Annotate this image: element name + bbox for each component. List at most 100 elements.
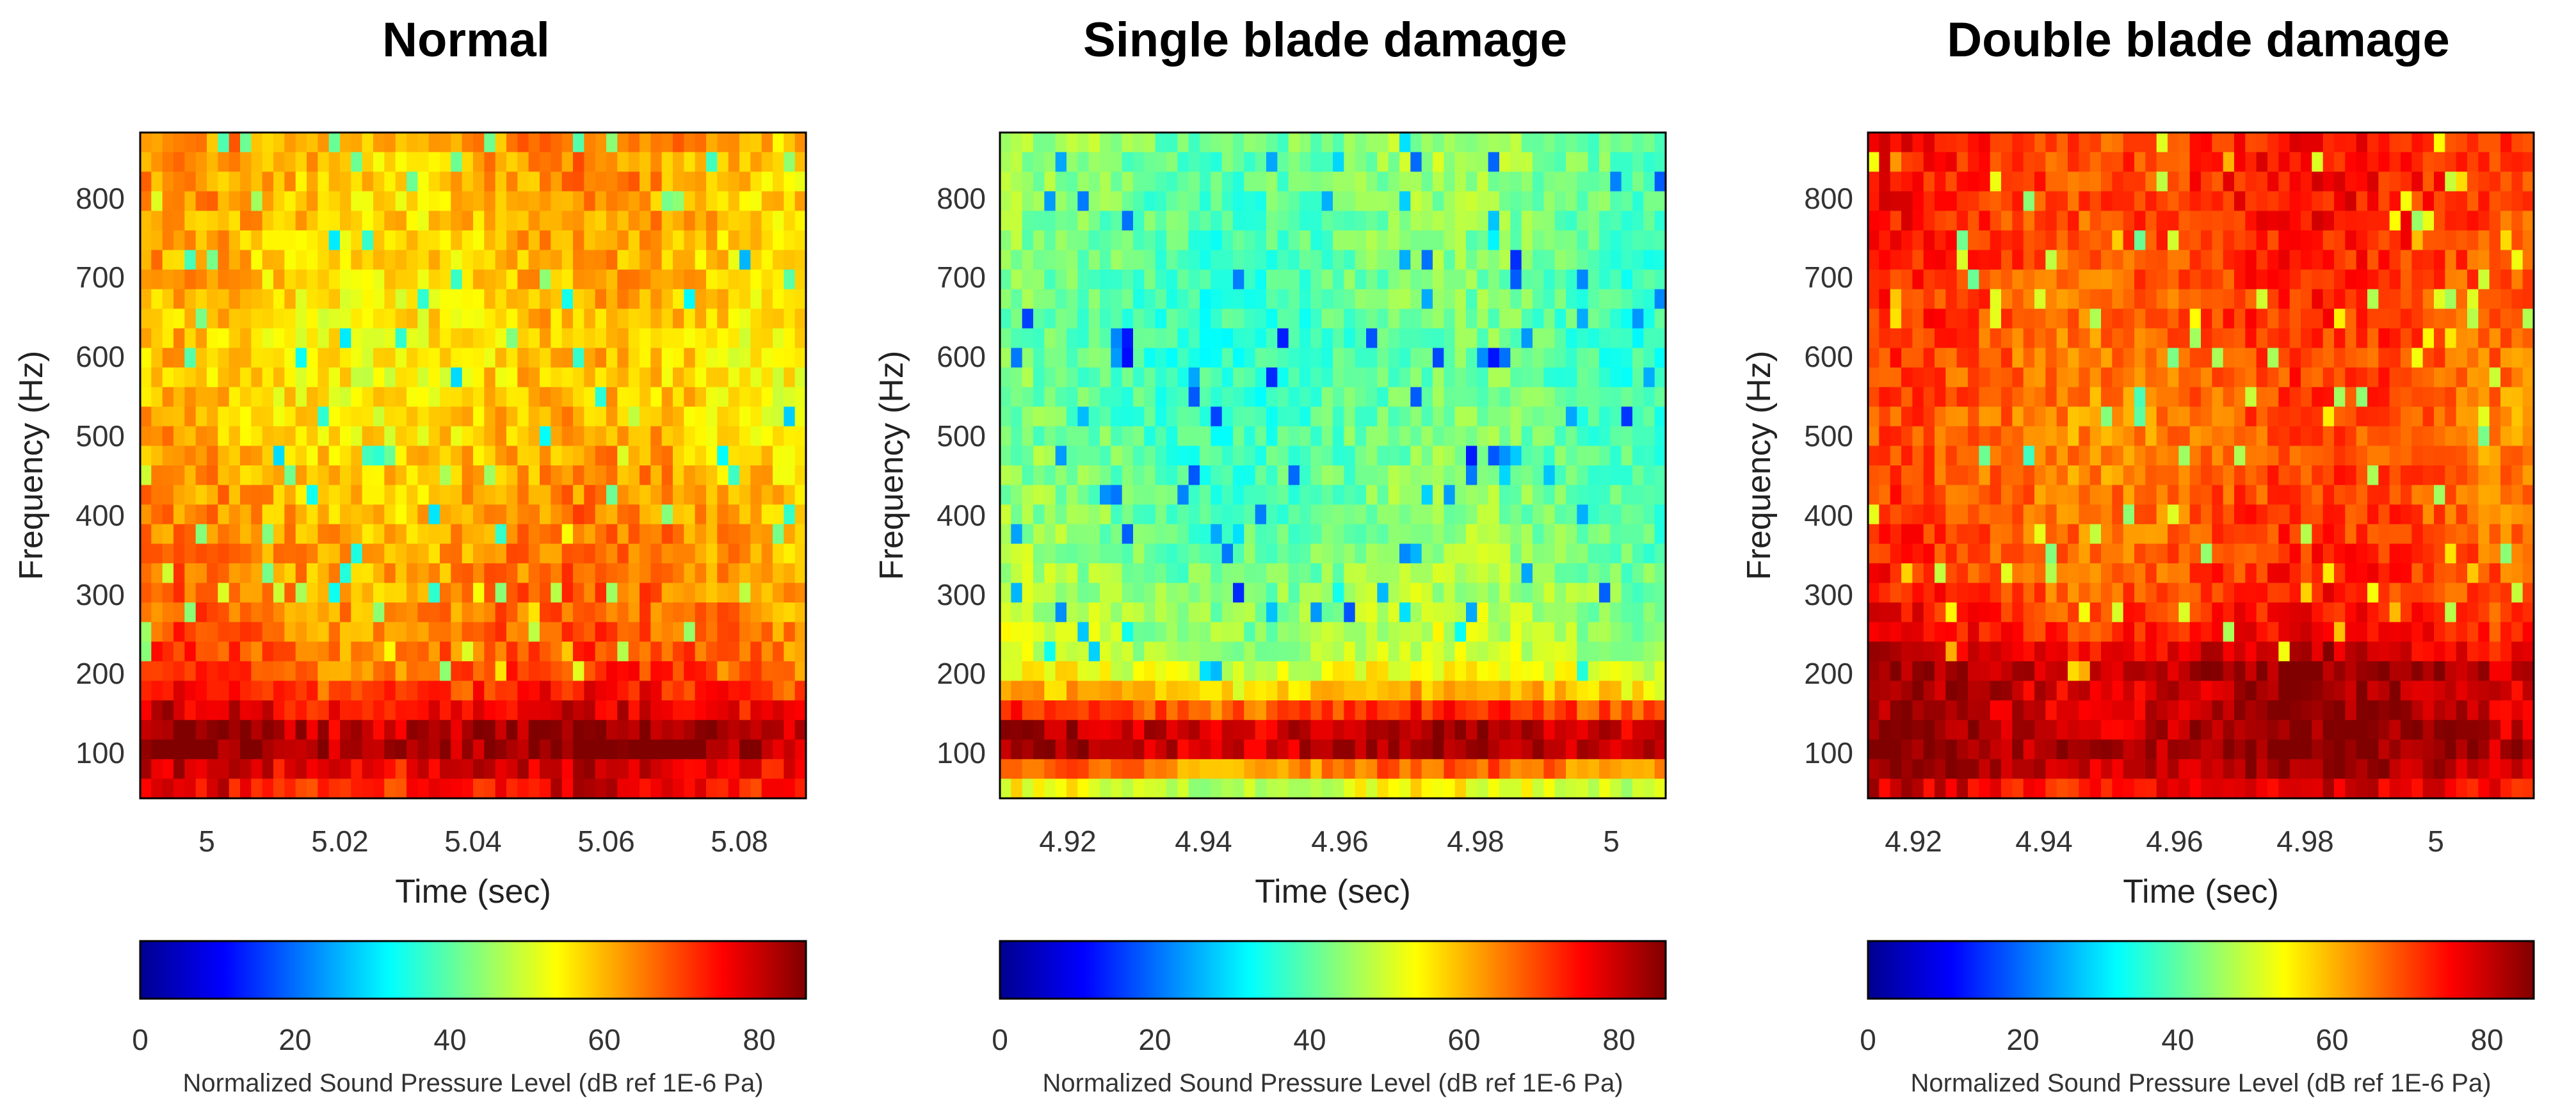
heatmap-cell [1566,602,1577,623]
heatmap-cell [1477,544,1489,564]
heatmap-cell [595,387,607,407]
heatmap-cell [1599,367,1611,388]
heatmap-cell [1177,387,1189,407]
heatmap-cell [184,152,197,172]
heatmap-cell [2112,504,2124,525]
heatmap-cell [295,583,307,603]
heatmap-cell [573,544,584,564]
heatmap-cell [1554,230,1566,251]
heatmap-cell [1300,270,1311,290]
heatmap-cell [1510,661,1522,682]
heatmap-cell [673,230,684,251]
heatmap-cell [628,152,640,172]
heatmap-cell [2056,211,2068,231]
heatmap-cell [328,583,341,603]
heatmap-cell [462,250,474,270]
heatmap-cell [1923,426,1935,447]
heatmap-cell [251,328,263,349]
heatmap-cell [784,720,796,740]
heatmap-cell [1055,211,1067,231]
heatmap-cell [1599,191,1611,211]
heatmap-cell [1566,387,1577,407]
heatmap-cell [540,641,551,662]
heatmap-cell [1477,739,1489,760]
heatmap-cell [1255,250,1267,270]
heatmap-cell [351,641,363,662]
heatmap-cell [650,309,663,329]
heatmap-cell [1945,524,1958,544]
heatmap-cell [307,583,318,603]
heatmap-cell [195,544,207,564]
heatmap-cell [1233,387,1244,407]
heatmap-cell [1901,367,1913,388]
heatmap-cell [1310,211,1323,231]
heatmap-cell [1177,348,1189,368]
heatmap-cell [1543,681,1556,701]
heatmap-cell [1011,407,1023,427]
heatmap-cell [706,778,718,799]
heatmap-cell [684,172,696,192]
heatmap-cell [1466,641,1477,662]
heatmap-cell [1233,172,1244,192]
heatmap-cell [561,778,574,799]
heatmap-cell [184,504,197,525]
heatmap-cell [1890,759,1902,780]
heatmap-cell [440,172,451,192]
heatmap-cell [728,191,740,211]
heatmap-cell [1990,700,2002,721]
heatmap-cell [473,524,485,544]
heatmap-cell [1521,700,1533,721]
heatmap-cell [1033,602,1045,623]
heatmap-cell [561,602,574,623]
heatmap-cell [650,348,663,368]
heatmap-cell [1333,720,1344,740]
heatmap-cell [1333,270,1344,290]
heatmap-cell [739,759,751,780]
heatmap-cell [739,739,751,760]
heatmap-cell [1901,661,1913,682]
heatmap-cell [784,152,796,172]
heatmap-cell [661,544,673,564]
heatmap-cell [706,230,718,251]
heatmap-cell [2112,661,2124,682]
heatmap-cell [773,426,784,447]
heatmap-cell [2112,465,2124,486]
heatmap-cell [784,446,796,466]
heatmap-cell [1554,465,1566,486]
heatmap-cell [1233,309,1244,329]
heatmap-cell [540,407,551,427]
heatmap-cell [695,602,707,623]
heatmap-cell [1111,641,1123,662]
heatmap-cell [606,133,618,153]
heatmap-cell [1945,446,1958,466]
heatmap-cell [2101,348,2113,368]
heatmap-cell [1044,700,1056,721]
heatmap-cell [328,720,341,740]
heatmap-cell [617,211,629,231]
heatmap-cell [1366,250,1378,270]
heatmap-cell [1166,250,1178,270]
heatmap-cell [162,387,174,407]
heatmap-cell [1621,778,1633,799]
heatmap-cell [1333,563,1344,584]
heatmap-cell [395,289,407,309]
heatmap-cell [528,446,540,466]
heatmap-cell [1388,759,1400,780]
heatmap-cell [440,348,451,368]
heatmap-cell [351,583,363,603]
heatmap-cell [540,778,551,799]
y-tick-label: 500 [76,419,125,453]
heatmap-cell [1333,191,1344,211]
heatmap-cell [240,289,252,309]
heatmap-cell [1366,367,1378,388]
heatmap-cell [1610,465,1622,486]
heatmap-cell [1599,230,1611,251]
heatmap-cell [1621,289,1633,309]
heatmap-cell [362,661,374,682]
heatmap-cell [2068,485,2079,505]
heatmap-cell [1890,387,1902,407]
heatmap-cell [673,387,684,407]
heatmap-cell [2056,602,2068,623]
heatmap-cell [2001,681,2013,701]
heatmap-cell [1244,681,1256,701]
